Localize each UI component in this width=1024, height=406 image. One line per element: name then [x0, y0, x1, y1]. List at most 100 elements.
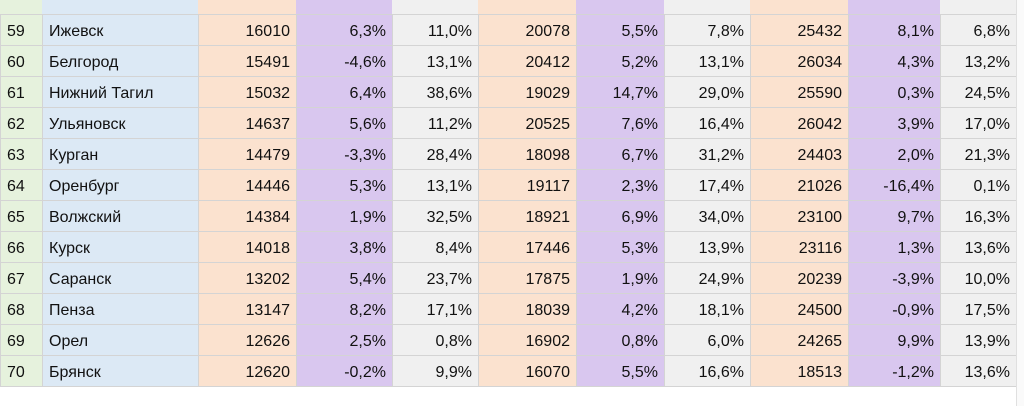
percent-cell[interactable]: 13,2% [940, 45, 1017, 77]
percent-cell[interactable]: 13,6% [940, 231, 1017, 263]
row-number-cell[interactable]: 66 [0, 231, 43, 263]
value-cell[interactable]: 14479 [198, 138, 297, 170]
city-cell[interactable]: Ижевск [42, 14, 199, 46]
value-cell[interactable]: 18098 [478, 138, 577, 170]
percent-cell[interactable]: 6,4% [296, 76, 393, 108]
row-number-cell[interactable]: 69 [0, 324, 43, 356]
percent-cell[interactable]: 1,9% [576, 262, 665, 294]
percent-cell[interactable]: 4,2% [576, 293, 665, 325]
percent-cell[interactable]: 16,6% [664, 355, 751, 387]
percent-cell[interactable]: 13,1% [664, 45, 751, 77]
city-cell[interactable]: Пенза [42, 293, 199, 325]
percent-cell[interactable]: 0,1% [940, 169, 1017, 201]
percent-cell[interactable]: 24,9% [664, 262, 751, 294]
row-number-cell[interactable]: 60 [0, 45, 43, 77]
percent-cell[interactable]: 5,5% [576, 355, 665, 387]
percent-cell[interactable]: 6,9% [576, 200, 665, 232]
percent-cell[interactable]: 5,3% [576, 231, 665, 263]
value-cell[interactable]: 16902 [478, 324, 577, 356]
value-cell[interactable]: 23116 [750, 231, 849, 263]
percent-cell[interactable]: 14,7% [576, 76, 665, 108]
city-cell[interactable]: Курган [42, 138, 199, 170]
percent-cell[interactable]: 13,9% [940, 324, 1017, 356]
row-number-cell[interactable]: 70 [0, 355, 43, 387]
value-cell[interactable]: 23100 [750, 200, 849, 232]
value-cell[interactable]: 25432 [750, 14, 849, 46]
row-number-cell[interactable]: 62 [0, 107, 43, 139]
percent-cell[interactable]: 3,8% [296, 231, 393, 263]
value-cell[interactable]: 14384 [198, 200, 297, 232]
value-cell[interactable]: 25590 [750, 76, 849, 108]
percent-cell[interactable]: 8,1% [848, 14, 941, 46]
percent-cell[interactable]: -3,9% [848, 262, 941, 294]
city-cell[interactable]: Курск [42, 231, 199, 263]
percent-cell[interactable]: 13,6% [940, 355, 1017, 387]
percent-cell[interactable]: 13,1% [392, 169, 479, 201]
percent-cell[interactable]: 23,7% [392, 262, 479, 294]
row-number-cell[interactable]: 63 [0, 138, 43, 170]
percent-cell[interactable]: 17,5% [940, 293, 1017, 325]
percent-cell[interactable]: 6,0% [664, 324, 751, 356]
percent-cell[interactable]: 4,3% [848, 45, 941, 77]
percent-cell[interactable]: -0,9% [848, 293, 941, 325]
percent-cell[interactable]: 0,3% [848, 76, 941, 108]
value-cell[interactable]: 13202 [198, 262, 297, 294]
percent-cell[interactable]: 0,8% [392, 324, 479, 356]
city-cell[interactable]: Орел [42, 324, 199, 356]
percent-cell[interactable]: 3,9% [848, 107, 941, 139]
percent-cell[interactable]: 31,2% [664, 138, 751, 170]
value-cell[interactable]: 17446 [478, 231, 577, 263]
percent-cell[interactable]: 9,9% [392, 355, 479, 387]
city-cell[interactable]: Белгород [42, 45, 199, 77]
spreadsheet-grid[interactable]: 59 Ижевск 16010 6,3% 11,0% 20078 5,5% 7,… [0, 14, 1017, 387]
value-cell[interactable]: 20525 [478, 107, 577, 139]
percent-cell[interactable]: 29,0% [664, 76, 751, 108]
percent-cell[interactable]: -0,2% [296, 355, 393, 387]
percent-cell[interactable]: 17,0% [940, 107, 1017, 139]
percent-cell[interactable]: -4,6% [296, 45, 393, 77]
percent-cell[interactable]: -1,2% [848, 355, 941, 387]
percent-cell[interactable]: 17,4% [664, 169, 751, 201]
percent-cell[interactable]: 1,3% [848, 231, 941, 263]
percent-cell[interactable]: 13,9% [664, 231, 751, 263]
percent-cell[interactable]: 28,4% [392, 138, 479, 170]
vertical-scrollbar[interactable] [1016, 0, 1024, 406]
value-cell[interactable]: 20078 [478, 14, 577, 46]
percent-cell[interactable]: 7,8% [664, 14, 751, 46]
city-cell[interactable]: Брянск [42, 355, 199, 387]
percent-cell[interactable]: 7,6% [576, 107, 665, 139]
value-cell[interactable]: 14018 [198, 231, 297, 263]
percent-cell[interactable]: 0,8% [576, 324, 665, 356]
value-cell[interactable]: 24265 [750, 324, 849, 356]
city-cell[interactable]: Саранск [42, 262, 199, 294]
city-cell[interactable]: Нижний Тагил [42, 76, 199, 108]
row-number-cell[interactable]: 68 [0, 293, 43, 325]
value-cell[interactable]: 14446 [198, 169, 297, 201]
percent-cell[interactable]: 34,0% [664, 200, 751, 232]
value-cell[interactable]: 24403 [750, 138, 849, 170]
percent-cell[interactable]: 11,2% [392, 107, 479, 139]
percent-cell[interactable]: 2,5% [296, 324, 393, 356]
value-cell[interactable]: 21026 [750, 169, 849, 201]
value-cell[interactable]: 15032 [198, 76, 297, 108]
percent-cell[interactable]: 32,5% [392, 200, 479, 232]
value-cell[interactable]: 19117 [478, 169, 577, 201]
city-cell[interactable]: Волжский [42, 200, 199, 232]
percent-cell[interactable]: 8,2% [296, 293, 393, 325]
percent-cell[interactable]: 17,1% [392, 293, 479, 325]
percent-cell[interactable]: 10,0% [940, 262, 1017, 294]
value-cell[interactable]: 16010 [198, 14, 297, 46]
percent-cell[interactable]: 13,1% [392, 45, 479, 77]
value-cell[interactable]: 18921 [478, 200, 577, 232]
value-cell[interactable]: 12626 [198, 324, 297, 356]
row-number-cell[interactable]: 64 [0, 169, 43, 201]
value-cell[interactable]: 19029 [478, 76, 577, 108]
value-cell[interactable]: 12620 [198, 355, 297, 387]
value-cell[interactable]: 17875 [478, 262, 577, 294]
value-cell[interactable]: 15491 [198, 45, 297, 77]
value-cell[interactable]: 20239 [750, 262, 849, 294]
row-number-cell[interactable]: 65 [0, 200, 43, 232]
value-cell[interactable]: 26042 [750, 107, 849, 139]
value-cell[interactable]: 16070 [478, 355, 577, 387]
percent-cell[interactable]: 6,8% [940, 14, 1017, 46]
